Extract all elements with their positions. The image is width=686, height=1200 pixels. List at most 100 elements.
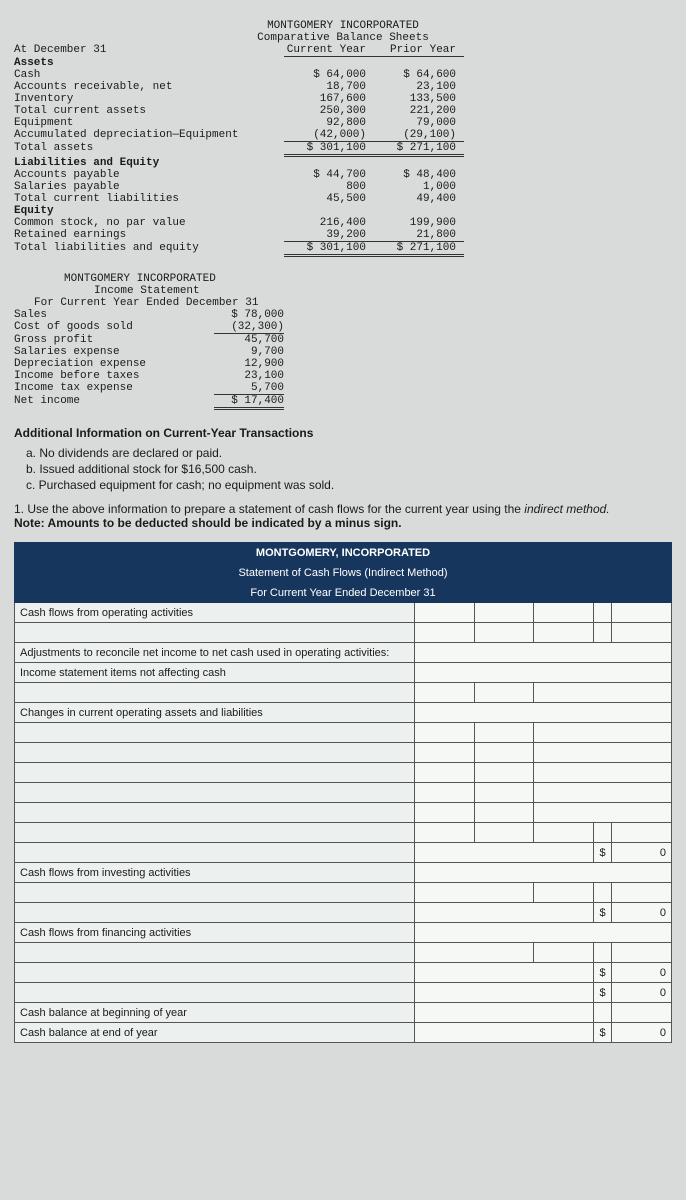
cf-input-cell[interactable] [15, 843, 415, 863]
is-row-label: Salaries expense [14, 346, 214, 358]
cf-changes-header: Changes in current operating assets and … [15, 703, 415, 723]
is-row-label: Sales [14, 309, 214, 321]
is-row-value: 9,700 [214, 346, 284, 358]
cf-input-cell[interactable] [534, 883, 594, 903]
cf-input-cell[interactable] [594, 823, 612, 843]
bs-row-prior: 221,200 [374, 105, 464, 117]
cf-input-cell[interactable] [612, 603, 672, 623]
cf-input-cell[interactable] [474, 783, 534, 803]
cf-input-cell[interactable] [15, 963, 415, 983]
cf-input-cell[interactable] [474, 763, 534, 783]
cf-input-cell[interactable] [15, 763, 415, 783]
bs-row-current: $ 301,100 [284, 142, 374, 157]
bs-row-current: 216,400 [284, 217, 374, 229]
bs-row-label: Total assets [14, 142, 284, 157]
bs-row-label: Accounts receivable, net [14, 81, 284, 93]
cf-input-cell[interactable] [534, 823, 594, 843]
is-period: For Current Year Ended December 31 [14, 297, 672, 309]
cf-input-cell[interactable] [415, 783, 475, 803]
cash-flow-table: MONTGOMERY, INCORPORATED Statement of Ca… [14, 542, 672, 1043]
cf-dollar-sym: $ [594, 843, 612, 863]
bs-row-prior: $ 64,600 [374, 69, 464, 81]
cf-input-cell[interactable] [594, 623, 612, 643]
cf-input-cell[interactable] [474, 683, 534, 703]
bs-row-prior: 49,400 [374, 193, 464, 205]
cf-input-cell[interactable] [415, 803, 475, 823]
bs-row-label: Common stock, no par value [14, 217, 284, 229]
cf-input-cell[interactable] [474, 743, 534, 763]
cf-dollar-sym: $ [594, 903, 612, 923]
cf-adjustments-sub: Income statement items not affecting cas… [15, 663, 415, 683]
cf-input-cell[interactable] [594, 1003, 612, 1023]
bs-row-label: Cash [14, 69, 284, 81]
cf-input-cell[interactable] [415, 743, 475, 763]
cf-input-cell[interactable] [15, 743, 415, 763]
cf-input-cell[interactable] [415, 623, 475, 643]
cf-input-cell[interactable] [15, 943, 415, 963]
is-row-value: (32,300) [214, 321, 284, 334]
is-row-value: 23,100 [214, 370, 284, 382]
cf-input-cell[interactable] [534, 603, 594, 623]
cf-input-cell[interactable] [415, 763, 475, 783]
cf-adjustments-header: Adjustments to reconcile net income to n… [15, 643, 415, 663]
bs-row-label: Retained earnings [14, 229, 284, 242]
bs-row-prior: $ 48,400 [374, 169, 464, 181]
bs-row-prior [374, 205, 464, 217]
is-row-value: 12,900 [214, 358, 284, 370]
bs-row-prior: $ 271,100 [374, 142, 464, 157]
cf-input-cell[interactable] [594, 943, 612, 963]
cf-input-cell[interactable] [594, 883, 612, 903]
cf-input-cell[interactable] [15, 683, 415, 703]
cf-input-cell[interactable] [474, 723, 534, 743]
cf-input-cell[interactable] [15, 783, 415, 803]
cf-input-cell[interactable] [474, 603, 534, 623]
bs-date-label: At December 31 [14, 44, 284, 57]
bs-row-prior: (29,100) [374, 129, 464, 142]
cf-input-cell[interactable] [15, 723, 415, 743]
is-row-label: Depreciation expense [14, 358, 214, 370]
cf-input-cell[interactable] [415, 603, 475, 623]
cf-input-cell[interactable] [594, 603, 612, 623]
bs-row-current [284, 157, 374, 169]
cf-total-cell: 0 [612, 843, 672, 863]
bs-row-prior: 79,000 [374, 117, 464, 129]
cf-financing-header: Cash flows from financing activities [15, 923, 415, 943]
cf-beginning-balance: Cash balance at beginning of year [15, 1003, 415, 1023]
bs-row-label: Salaries payable [14, 181, 284, 193]
instruction-italic: indirect method. [524, 502, 609, 516]
cf-input-cell[interactable] [415, 723, 475, 743]
cf-input-cell[interactable] [415, 823, 475, 843]
cf-total-cell: 0 [612, 1023, 672, 1043]
cf-input-cell[interactable] [15, 903, 415, 923]
cf-input-cell[interactable] [612, 623, 672, 643]
cf-input-cell[interactable] [15, 623, 415, 643]
bs-row-label: Assets [14, 57, 284, 69]
cf-input-cell[interactable] [415, 683, 475, 703]
is-title: Income Statement [14, 285, 672, 297]
bs-row-label: Total current assets [14, 105, 284, 117]
is-row-value: $ 78,000 [214, 309, 284, 321]
instructions: 1. Use the above information to prepare … [14, 502, 672, 530]
instruction-text: 1. Use the above information to prepare … [14, 502, 524, 516]
is-company: MONTGOMERY INCORPORATED [14, 273, 672, 285]
cf-input-cell[interactable] [15, 883, 415, 903]
bs-row-prior: 23,100 [374, 81, 464, 93]
cf-input-cell[interactable] [534, 623, 594, 643]
cf-input-cell[interactable] [474, 623, 534, 643]
cf-input-cell[interactable] [474, 823, 534, 843]
cf-input-cell[interactable] [474, 803, 534, 823]
bs-row-label: Equipment [14, 117, 284, 129]
bs-row-prior [374, 57, 464, 69]
bs-row-current: 92,800 [284, 117, 374, 129]
cf-input-cell[interactable] [15, 803, 415, 823]
cf-input-cell[interactable] [15, 983, 415, 1003]
cf-input-cell[interactable] [612, 1003, 672, 1023]
bs-row-current: 18,700 [284, 81, 374, 93]
cf-total-cell: 0 [612, 983, 672, 1003]
income-statement: MONTGOMERY INCORPORATED Income Statement… [14, 273, 672, 410]
additional-info: Additional Information on Current-Year T… [14, 426, 672, 492]
cf-input-cell[interactable] [534, 943, 594, 963]
is-row-value: 45,700 [214, 334, 284, 346]
cf-dollar-sym: $ [594, 983, 612, 1003]
cf-input-cell[interactable] [15, 823, 415, 843]
